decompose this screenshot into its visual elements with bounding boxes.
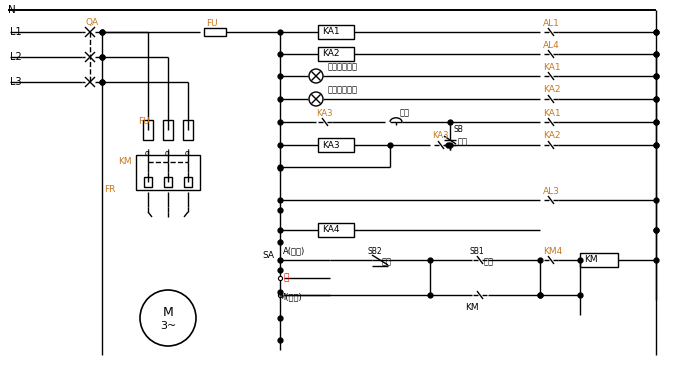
Text: 消音: 消音 — [458, 138, 468, 147]
Text: KA2: KA2 — [543, 86, 561, 94]
Bar — [318, 138, 354, 152]
Bar — [143, 120, 153, 140]
Text: SA: SA — [262, 251, 274, 260]
Text: KA3: KA3 — [316, 108, 332, 117]
Text: 水位低限报警: 水位低限报警 — [328, 86, 358, 94]
Text: d: d — [185, 149, 190, 158]
Text: M: M — [162, 307, 173, 319]
Text: KM: KM — [465, 302, 479, 312]
Bar — [144, 177, 152, 187]
Bar — [183, 120, 193, 140]
Text: FR: FR — [104, 185, 115, 194]
Bar — [136, 155, 200, 190]
Text: d: d — [165, 149, 170, 158]
Text: KA2: KA2 — [543, 132, 561, 141]
Text: L2: L2 — [10, 52, 22, 62]
Text: 水位高限报警: 水位高限报警 — [328, 63, 358, 72]
Bar — [318, 47, 354, 61]
Text: KA1: KA1 — [543, 63, 561, 72]
Text: KA1: KA1 — [543, 108, 561, 117]
Text: SB: SB — [453, 125, 463, 135]
Text: SB1: SB1 — [470, 246, 485, 255]
Text: FU: FU — [138, 117, 150, 127]
Text: QA: QA — [85, 19, 98, 28]
Text: 空: 空 — [283, 274, 288, 282]
Text: AL1: AL1 — [543, 19, 560, 28]
Bar — [318, 25, 354, 39]
Text: KA3: KA3 — [432, 132, 448, 141]
Text: 启动: 启动 — [484, 257, 494, 266]
Bar — [164, 177, 172, 187]
Bar — [184, 177, 192, 187]
Bar — [318, 223, 354, 237]
Text: M(手动): M(手动) — [278, 293, 302, 302]
Bar — [204, 28, 226, 36]
Text: L3: L3 — [10, 77, 22, 87]
Text: KM: KM — [118, 158, 131, 166]
Bar — [163, 120, 173, 140]
Text: d: d — [145, 149, 150, 158]
Text: KA4: KA4 — [322, 226, 340, 235]
Text: 3~: 3~ — [160, 321, 176, 331]
Text: 停止: 停止 — [382, 257, 392, 266]
Text: L1: L1 — [10, 27, 22, 37]
Text: KM4: KM4 — [543, 246, 562, 255]
Text: 电铃: 电铃 — [400, 108, 410, 117]
Text: SB2: SB2 — [368, 246, 383, 255]
Text: KA2: KA2 — [322, 50, 340, 58]
Text: AL4: AL4 — [543, 41, 559, 50]
Bar — [580, 253, 618, 267]
Text: FU: FU — [206, 19, 218, 28]
Text: AL3: AL3 — [543, 186, 560, 196]
Text: KA1: KA1 — [322, 28, 340, 36]
Text: KM: KM — [584, 255, 598, 265]
Text: A(自动): A(自动) — [283, 246, 305, 255]
Text: KA3: KA3 — [322, 141, 340, 149]
Text: N: N — [8, 5, 16, 15]
